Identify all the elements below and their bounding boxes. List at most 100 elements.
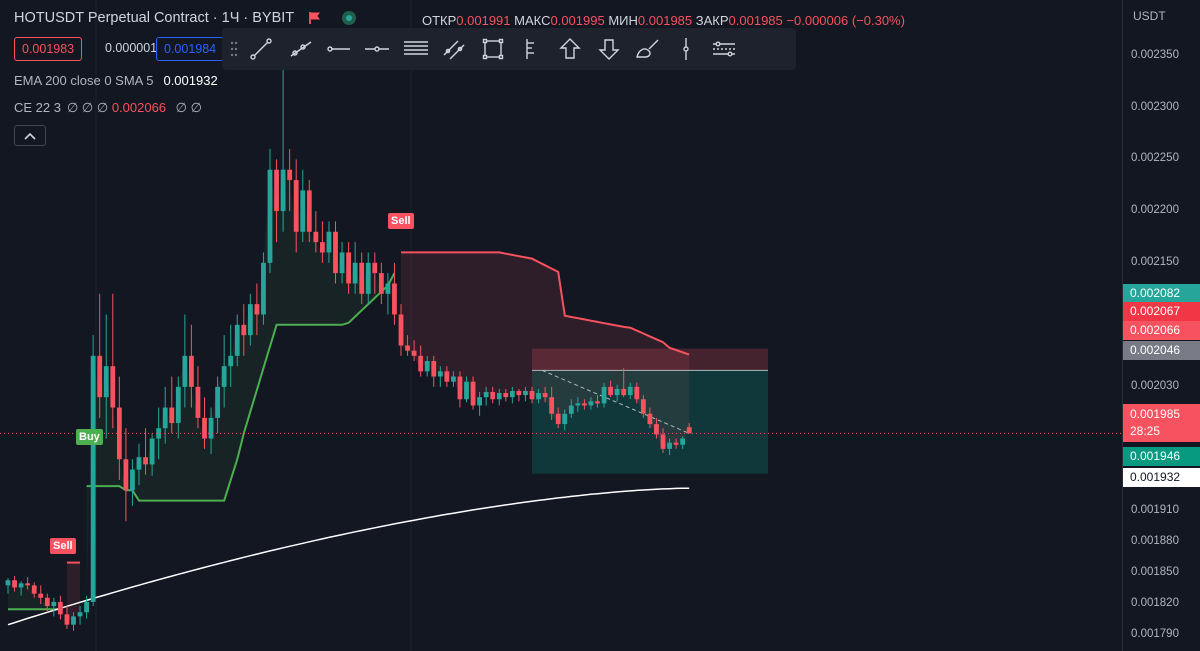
candle (182, 314, 188, 408)
candle-body (287, 169, 293, 181)
candle (634, 382, 640, 404)
candle-body (254, 304, 260, 315)
candle (359, 252, 365, 305)
ray-tool[interactable] (281, 31, 320, 67)
candle (247, 293, 253, 346)
candle (523, 386, 528, 402)
candle-body (306, 190, 312, 232)
ohlc-low-value: 0.001985 (637, 13, 693, 28)
candle-body (333, 231, 338, 274)
candle-body (234, 324, 240, 356)
candle (614, 384, 620, 402)
price-tag-ce: 0.002066 (1123, 321, 1200, 340)
chart-pane[interactable] (0, 0, 1122, 651)
price-axis-label: 0.002300 (1131, 100, 1179, 113)
candle (293, 159, 299, 253)
trend-angle-icon (443, 40, 465, 60)
candle (536, 388, 541, 404)
arrow-up-tool[interactable] (551, 31, 590, 67)
horizontal-ray-tool[interactable] (319, 31, 358, 67)
rectangle-tool[interactable] (474, 31, 513, 67)
candle (333, 221, 338, 284)
candle (660, 428, 666, 454)
candle (405, 335, 410, 356)
chevron-up-icon (24, 132, 36, 140)
trend-angle-tool[interactable] (435, 31, 474, 67)
ohlc-low-label: МИН (608, 13, 638, 28)
candle-body (601, 386, 607, 404)
candle (44, 593, 50, 613)
candle (365, 252, 371, 305)
candle (398, 304, 404, 356)
horizontal-line-tool[interactable] (358, 31, 397, 67)
candle-body (660, 434, 666, 449)
trend-line-tool[interactable] (242, 31, 281, 67)
candle-body (110, 366, 116, 408)
candle-body (352, 262, 358, 284)
candle (116, 376, 122, 480)
price-tag-high: 0.002067 (1123, 302, 1200, 321)
drag-handle-icon[interactable] (226, 36, 242, 62)
candle (202, 397, 207, 449)
candle (490, 386, 496, 404)
ce-legend[interactable]: CE 22 3 ∅ ∅ ∅ 0.002066 ∅ ∅ (14, 100, 202, 116)
candle-body (614, 388, 620, 396)
candle-body (77, 612, 83, 617)
symbol-title[interactable]: HOTUSDT Perpetual Contract · 1Ч · BYBIT (14, 10, 295, 26)
ce-label: CE 22 3 (14, 100, 61, 115)
candle (149, 433, 155, 476)
arrow-down-tool[interactable] (589, 31, 628, 67)
parallel-channel-icon (403, 41, 428, 55)
candle-body (431, 361, 437, 377)
candle (588, 397, 594, 410)
flag-icon[interactable] (308, 11, 322, 25)
candle-body (280, 169, 286, 212)
candle (130, 459, 135, 506)
buy-price-button[interactable]: 0.001984 (156, 37, 224, 61)
candle (25, 577, 31, 590)
candle-body (38, 593, 44, 598)
candle-body (595, 401, 600, 404)
candle (640, 395, 646, 418)
candle (90, 335, 96, 607)
candle-body (542, 393, 548, 398)
candle-body (71, 616, 76, 625)
price-axis-label: 0.001790 (1131, 628, 1179, 640)
vertical-line-tool[interactable] (667, 31, 706, 67)
candle-body (202, 417, 207, 439)
candle (103, 314, 109, 439)
brush-tool[interactable] (628, 31, 667, 67)
candle-body (103, 366, 109, 398)
collapse-legend-button[interactable] (14, 125, 46, 146)
cross-line-tool[interactable] (705, 31, 744, 67)
candle-body (247, 304, 253, 336)
candle-body (346, 252, 351, 284)
ema-legend[interactable]: EMA 200 close 0 SMA 5 0.001932 (14, 73, 218, 88)
sell-price-button[interactable]: 0.001983 (14, 37, 83, 61)
ohlc-open-label: ОТКР (422, 13, 457, 28)
candle-body (582, 403, 587, 406)
price-axis-label: 0.002030 (1131, 379, 1179, 392)
ce-short-stop-line (401, 251, 690, 356)
candle (162, 386, 168, 444)
price-axis-label: 0.002200 (1131, 204, 1179, 217)
candle (221, 335, 227, 408)
candle-body (116, 407, 122, 460)
candle-body (5, 580, 11, 586)
candle-body (313, 231, 319, 243)
candle-body (634, 386, 640, 400)
ohlc-close-label: ЗАКР (695, 13, 729, 28)
candle (12, 576, 17, 592)
candle-body (640, 399, 646, 414)
buy-signal-label: Buy (76, 429, 103, 445)
candle (346, 242, 351, 294)
price-tag-stop: 0.001946 (1123, 447, 1200, 466)
candle-body (483, 392, 489, 398)
price-range-tool[interactable] (512, 31, 551, 67)
candle-body (208, 417, 214, 439)
price-range-icon (526, 39, 535, 59)
price-axis-unit[interactable]: USDT (1133, 9, 1166, 23)
candle (378, 262, 384, 305)
candle-body (123, 459, 129, 491)
parallel-channel-tool[interactable] (396, 31, 435, 67)
